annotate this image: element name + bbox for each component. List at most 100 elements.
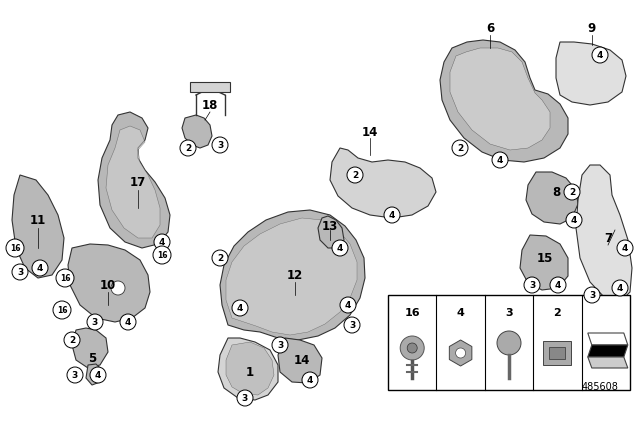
Circle shape bbox=[153, 246, 171, 264]
Text: 4: 4 bbox=[597, 51, 603, 60]
Text: 4: 4 bbox=[337, 244, 343, 253]
Circle shape bbox=[237, 390, 253, 406]
Circle shape bbox=[232, 300, 248, 316]
Polygon shape bbox=[68, 244, 150, 322]
Text: 3: 3 bbox=[529, 280, 535, 289]
Text: 3: 3 bbox=[17, 267, 23, 276]
Text: 3: 3 bbox=[217, 141, 223, 150]
Circle shape bbox=[272, 337, 288, 353]
Text: 2: 2 bbox=[457, 143, 463, 152]
Circle shape bbox=[53, 301, 71, 319]
Text: 14: 14 bbox=[294, 353, 310, 366]
Polygon shape bbox=[520, 235, 568, 290]
Circle shape bbox=[6, 239, 24, 257]
Circle shape bbox=[87, 314, 103, 330]
Text: 16: 16 bbox=[60, 273, 70, 283]
Circle shape bbox=[497, 331, 521, 355]
Text: 12: 12 bbox=[287, 268, 303, 281]
Circle shape bbox=[154, 234, 170, 250]
Text: 2: 2 bbox=[569, 188, 575, 197]
Text: 13: 13 bbox=[322, 220, 338, 233]
Polygon shape bbox=[278, 338, 322, 383]
Text: 11: 11 bbox=[30, 214, 46, 227]
Circle shape bbox=[584, 287, 600, 303]
Circle shape bbox=[456, 348, 466, 358]
Text: 3: 3 bbox=[242, 393, 248, 402]
Circle shape bbox=[340, 297, 356, 313]
Circle shape bbox=[564, 184, 580, 200]
FancyBboxPatch shape bbox=[543, 341, 572, 365]
Circle shape bbox=[90, 367, 106, 383]
Circle shape bbox=[492, 152, 508, 168]
Text: 2: 2 bbox=[217, 254, 223, 263]
Circle shape bbox=[400, 336, 424, 360]
Text: 4: 4 bbox=[555, 280, 561, 289]
Text: 4: 4 bbox=[237, 303, 243, 313]
Text: 4: 4 bbox=[95, 370, 101, 379]
Polygon shape bbox=[576, 165, 632, 302]
Circle shape bbox=[212, 250, 228, 266]
Text: 4: 4 bbox=[125, 318, 131, 327]
Circle shape bbox=[111, 281, 125, 295]
Polygon shape bbox=[318, 216, 344, 248]
Polygon shape bbox=[12, 175, 64, 278]
Text: 3: 3 bbox=[72, 370, 78, 379]
Text: 18: 18 bbox=[202, 99, 218, 112]
Text: 485608: 485608 bbox=[581, 382, 618, 392]
Polygon shape bbox=[450, 48, 550, 150]
Circle shape bbox=[384, 207, 400, 223]
Circle shape bbox=[566, 212, 582, 228]
Text: 4: 4 bbox=[37, 263, 43, 272]
Text: 3: 3 bbox=[505, 308, 513, 318]
Text: 4: 4 bbox=[497, 155, 503, 164]
Polygon shape bbox=[190, 82, 230, 92]
Polygon shape bbox=[526, 172, 578, 224]
Polygon shape bbox=[330, 148, 436, 218]
Text: 2: 2 bbox=[352, 171, 358, 180]
FancyBboxPatch shape bbox=[388, 295, 630, 390]
Polygon shape bbox=[218, 338, 278, 400]
Text: 16: 16 bbox=[157, 250, 167, 259]
Text: 4: 4 bbox=[345, 301, 351, 310]
Polygon shape bbox=[98, 112, 170, 248]
Text: 3: 3 bbox=[92, 318, 98, 327]
Circle shape bbox=[617, 240, 633, 256]
Polygon shape bbox=[182, 115, 212, 148]
Polygon shape bbox=[220, 210, 365, 340]
Text: 16: 16 bbox=[57, 306, 67, 314]
Circle shape bbox=[407, 343, 417, 353]
Polygon shape bbox=[106, 126, 160, 238]
Circle shape bbox=[302, 372, 318, 388]
Circle shape bbox=[332, 240, 348, 256]
Circle shape bbox=[592, 47, 608, 63]
Circle shape bbox=[67, 367, 83, 383]
Polygon shape bbox=[588, 345, 628, 357]
Circle shape bbox=[180, 140, 196, 156]
Polygon shape bbox=[588, 357, 628, 368]
Circle shape bbox=[452, 140, 468, 156]
Text: 16: 16 bbox=[404, 308, 420, 318]
Polygon shape bbox=[556, 42, 626, 105]
Text: 7: 7 bbox=[604, 232, 612, 245]
Text: 4: 4 bbox=[457, 308, 465, 318]
Text: 4: 4 bbox=[571, 215, 577, 224]
Polygon shape bbox=[588, 333, 628, 345]
Circle shape bbox=[120, 314, 136, 330]
Text: 15: 15 bbox=[537, 251, 553, 264]
Text: 3: 3 bbox=[349, 320, 355, 329]
Text: 4: 4 bbox=[159, 237, 165, 246]
Circle shape bbox=[64, 332, 80, 348]
Text: 4: 4 bbox=[622, 244, 628, 253]
Polygon shape bbox=[86, 364, 102, 385]
Circle shape bbox=[612, 280, 628, 296]
Text: 8: 8 bbox=[552, 185, 560, 198]
Text: 3: 3 bbox=[277, 340, 283, 349]
Circle shape bbox=[56, 269, 74, 287]
Polygon shape bbox=[440, 40, 568, 162]
Text: 2: 2 bbox=[554, 308, 561, 318]
Text: 2: 2 bbox=[69, 336, 75, 345]
FancyBboxPatch shape bbox=[549, 347, 565, 359]
Text: 17: 17 bbox=[130, 176, 146, 189]
Text: 10: 10 bbox=[100, 279, 116, 292]
Circle shape bbox=[32, 260, 48, 276]
